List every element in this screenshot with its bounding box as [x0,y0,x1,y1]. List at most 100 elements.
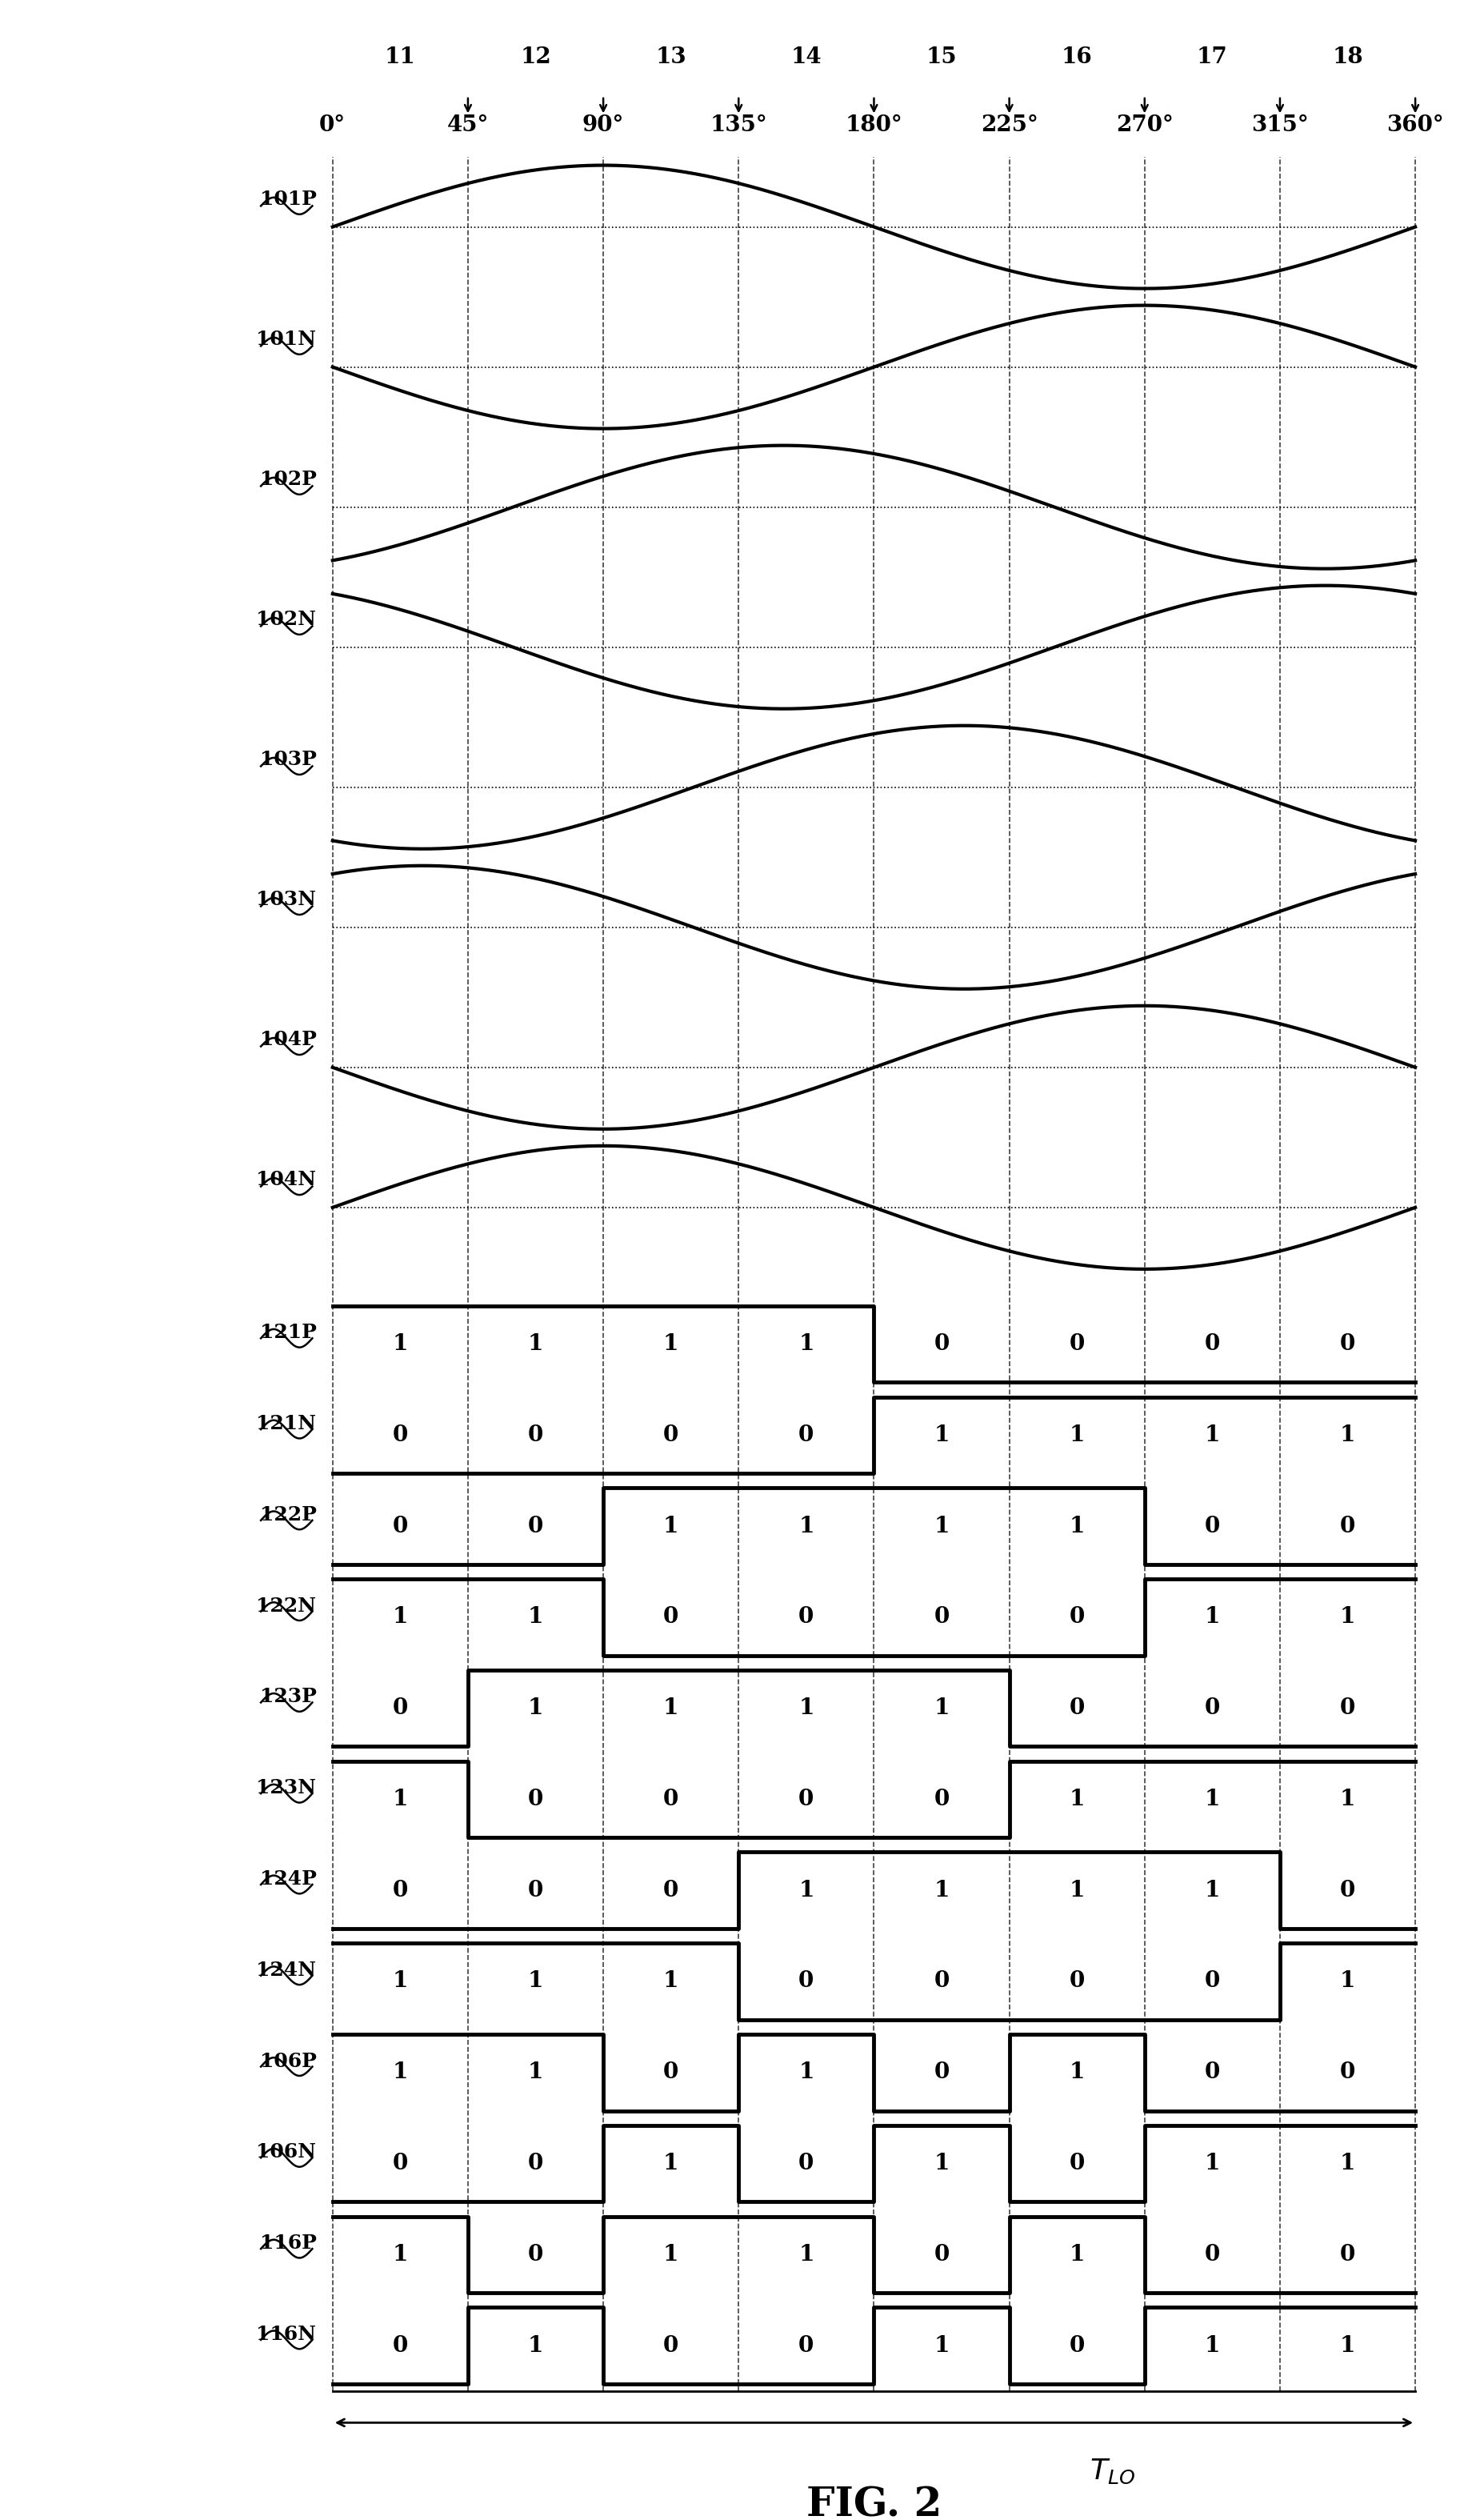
Text: 0: 0 [1339,1880,1356,1900]
Text: 0: 0 [1339,1515,1356,1537]
Text: 16: 16 [1061,45,1092,68]
Text: 1: 1 [799,1515,814,1537]
Text: 101P: 101P [259,189,317,209]
Text: 18: 18 [1332,45,1363,68]
Text: 1: 1 [1205,1789,1220,1809]
Text: 0: 0 [799,1789,814,1809]
Text: 0: 0 [1205,1971,1220,1993]
Text: 102N: 102N [256,610,317,627]
Text: 0: 0 [528,2152,543,2175]
Text: 0: 0 [663,2336,679,2356]
Text: 1: 1 [1339,1605,1356,1628]
Text: 124P: 124P [259,1870,317,1887]
Text: 116N: 116N [256,2323,317,2344]
Text: 0: 0 [1069,1333,1085,1356]
Text: 1: 1 [392,1789,408,1809]
Text: 0: 0 [392,1424,408,1446]
Text: 123P: 123P [259,1688,317,1706]
Text: 1: 1 [1339,2336,1356,2356]
Text: 1: 1 [663,1333,679,1356]
Text: 0: 0 [799,1971,814,1993]
Text: 0: 0 [392,2152,408,2175]
Text: 0: 0 [1205,1515,1220,1537]
Text: 124N: 124N [256,1961,317,1981]
Text: 0: 0 [1339,2243,1356,2265]
Text: 123N: 123N [256,1779,317,1797]
Text: 0: 0 [1205,2243,1220,2265]
Text: 1: 1 [1069,1880,1085,1900]
Text: 1: 1 [663,1971,679,1993]
Text: 0: 0 [1069,1605,1085,1628]
Text: 0: 0 [799,1424,814,1446]
Text: 1: 1 [1339,1424,1356,1446]
Text: 1: 1 [799,2243,814,2265]
Text: 1: 1 [934,1698,949,1719]
Text: 1: 1 [934,1880,949,1900]
Text: 1: 1 [1339,2152,1356,2175]
Text: 1: 1 [528,1605,543,1628]
Text: 315°: 315° [1251,113,1308,136]
Text: 0: 0 [799,2152,814,2175]
Text: 135°: 135° [710,113,767,136]
Text: 0: 0 [1339,1698,1356,1719]
Text: 90°: 90° [582,113,625,136]
Text: 106P: 106P [259,2051,317,2071]
Text: 1: 1 [1205,1605,1220,1628]
Text: 103N: 103N [256,890,317,910]
Text: 122N: 122N [256,1595,317,1615]
Text: 102P: 102P [259,469,317,489]
Text: 1: 1 [1069,1424,1085,1446]
Text: 0: 0 [934,1605,949,1628]
Text: 1: 1 [663,2243,679,2265]
Text: 121N: 121N [256,1414,317,1434]
Text: 0: 0 [528,2243,543,2265]
Text: 1: 1 [934,1424,949,1446]
Text: 0: 0 [1069,1698,1085,1719]
Text: 1: 1 [528,2336,543,2356]
Text: 17: 17 [1197,45,1228,68]
Text: 0: 0 [663,2061,679,2084]
Text: 1: 1 [528,1333,543,1356]
Text: 0: 0 [934,2061,949,2084]
Text: 270°: 270° [1116,113,1174,136]
Text: 0: 0 [663,1424,679,1446]
Text: 0: 0 [663,1789,679,1809]
Text: 1: 1 [663,2152,679,2175]
Text: 1: 1 [1069,1789,1085,1809]
Text: 0: 0 [392,1880,408,1900]
Text: 1: 1 [1069,2061,1085,2084]
Text: 11: 11 [385,45,416,68]
Text: 0: 0 [1205,1333,1220,1356]
Text: 0: 0 [799,2336,814,2356]
Text: 0: 0 [528,1515,543,1537]
Text: 0: 0 [663,1605,679,1628]
Text: 12: 12 [519,45,551,68]
Text: 0: 0 [799,1605,814,1628]
Text: 0: 0 [934,2243,949,2265]
Text: 1: 1 [528,1971,543,1993]
Text: 1: 1 [1339,1789,1356,1809]
Text: 1: 1 [1205,1424,1220,1446]
Text: 180°: 180° [845,113,903,136]
Text: 1: 1 [934,1515,949,1537]
Text: 0: 0 [934,1333,949,1356]
Text: 1: 1 [392,1333,408,1356]
Text: 0: 0 [934,1789,949,1809]
Text: 0°: 0° [320,113,346,136]
Text: 0: 0 [392,1515,408,1537]
Text: 106N: 106N [256,2142,317,2162]
Text: 1: 1 [799,1880,814,1900]
Text: 0: 0 [392,2336,408,2356]
Text: FIG. 2: FIG. 2 [807,2485,941,2520]
Text: 15: 15 [926,45,958,68]
Text: 104N: 104N [256,1169,317,1189]
Text: 1: 1 [1339,1971,1356,1993]
Text: 0: 0 [1069,1971,1085,1993]
Text: 1: 1 [528,2061,543,2084]
Text: 1: 1 [1069,2243,1085,2265]
Text: 0: 0 [1339,2061,1356,2084]
Text: 1: 1 [799,1698,814,1719]
Text: 1: 1 [934,2152,949,2175]
Text: 225°: 225° [981,113,1037,136]
Text: 116P: 116P [259,2233,317,2253]
